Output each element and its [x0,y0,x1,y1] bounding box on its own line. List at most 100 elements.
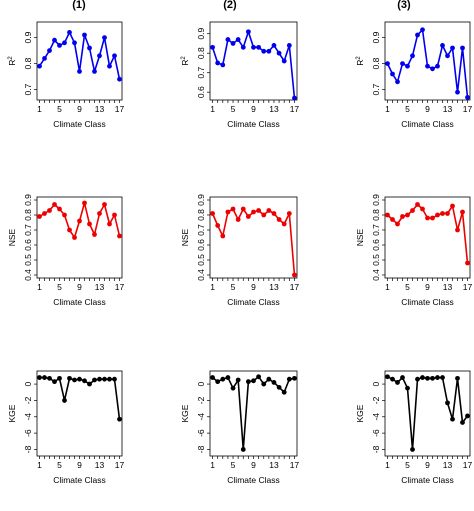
chart-kge-3-xlabel: Climate Class [401,475,453,485]
chart-kge-3-xtick-label: 1 [385,460,390,470]
column-title-1: (1) [72,0,86,11]
chart-kge-3-xtick-label: 13 [443,460,453,470]
chart-kge-3-point [405,385,410,391]
chart-kge-3-point [395,380,400,385]
chart-r2-1-xtick-label: 1 [37,104,42,114]
chart-kge-2-point [240,447,246,452]
chart-kge-3-ytick-label: -6 [371,429,381,437]
chart-kge-1-point [92,377,97,383]
chart-r2-3-xtick-label: 13 [443,104,453,114]
chart-nse-2-point [271,211,277,216]
chart-r2-2-ylabel: R2 [180,56,190,66]
chart-r2-2-point [225,37,231,42]
chart-kge-2-point [276,384,282,390]
chart-nse-1-point [112,212,117,218]
chart-r2-3-point [445,53,450,59]
chart-nse-2-point [215,223,221,228]
chart-nse-1-point [37,214,42,219]
chart-nse-1-ytick-label: 0.5 [23,254,33,266]
chart-r2-1: 1 5 9 13 17 0.7 0.8 0.9 Climate Class R2 [7,21,124,129]
chart-r2-2-point [230,41,236,46]
chart-nse-2-xlabel: Climate Class [227,297,279,307]
chart-nse-1-point [42,211,47,216]
chart-nse-2-point [261,212,267,218]
chart-nse-1-ytick-label: 0.6 [23,239,33,251]
chart-nse-2-point [245,214,251,219]
chart-kge-1-ytick-label: -2 [23,396,33,404]
chart-kge-2-point [261,381,267,387]
chart-nse-3-ytick-label: 0.9 [371,194,381,206]
chart-r2-3-point [440,43,445,48]
chart-kge-1-point [62,398,67,403]
chart-kge-3-ytick-label: -8 [371,445,381,453]
chart-kge-2-point [251,378,256,384]
chart-r2-1-point [57,43,62,48]
chart-r2-1-point [82,32,87,38]
chart-nse-3-xlabel: Climate Class [401,297,453,307]
chart-nse-2-ytick-label: 0.6 [196,239,206,251]
chart-kge-3-ylabel: KGE [355,404,365,422]
chart-r2-2-xtick-label: 17 [290,104,300,114]
chart-kge-1-ytick-label: -8 [23,445,33,453]
chart-nse-3-point [390,217,395,222]
chart-kge-2-ytick-label: -4 [196,413,206,421]
chart-nse-1-xtick-label: 17 [115,282,125,292]
chart-nse-2-xtick-label: 5 [231,282,236,292]
chart-nse-2-xtick-label: 17 [290,282,300,292]
chart-nse-1-point [67,227,72,233]
chart-r2-2-ytick-label: 0.8 [196,47,206,59]
chart-r2-1-point [117,76,122,82]
chart-kge-3-series-line [387,376,469,451]
chart-r2-1-point [52,37,57,43]
chart-kge-1-xtick-label: 9 [77,460,82,470]
chart-nse-3-ytick-label: 0.4 [371,269,381,281]
chart-r2-3-point [390,71,395,77]
chart-nse-1: 1 5 9 13 17 0.4 0.5 0.6 0.7 0.8 0.9 Climate Class NS… [7,194,124,307]
chart-kge-1-point [112,376,117,382]
chart-kge-1-point [82,378,87,384]
chart-r2-2-point [276,50,282,56]
chart-r2-1-xlabel: Climate Class [53,119,105,129]
chart-r2-2-xtick-label: 5 [231,104,236,114]
chart-kge-1-point [97,376,102,382]
chart-nse-1-point [52,202,57,207]
chart-nse-1-xtick-label: 9 [77,282,82,292]
chart-kge-1-point [42,375,47,380]
chart-r2-1-point [87,45,92,51]
chart-kge-2-xtick-label: 9 [251,460,256,470]
chart-nse-3-point [465,260,470,266]
chart-kge-2-point [281,389,287,395]
chart-kge-3-xtick-label: 9 [425,460,430,470]
chart-nse-1-xlabel: Climate Class [53,297,105,307]
chart-nse-3-point [460,209,465,215]
chart-kge-1-series-line [39,376,121,420]
chart-r2-1-xtick-label: 9 [77,104,82,114]
chart-nse-1-ytick-label: 0.8 [23,209,33,221]
chart-nse-1-ylabel: NSE [7,228,17,246]
chart-nse-1-ytick-label: 0.9 [23,194,33,206]
chart-kge-1-point [102,376,107,382]
chart-kge-3-point [440,375,445,380]
chart-r2-2-point [281,58,287,64]
chart-nse-2-ytick-label: 0.5 [196,254,206,266]
chart-r2-2-ytick-label: 0.7 [196,67,206,79]
chart-nse-3-point [430,215,435,221]
chart-r2-2-point [261,48,267,54]
chart-kge-3-point [435,375,440,380]
chart-nse-2-ytick-label: 0.4 [196,269,206,281]
chart-kge-3-point [425,375,430,381]
chart-kge-2: 1 5 9 13 17 -8 -6 -4 -2 0 Climate Class KGE [180,370,299,485]
chart-r2-3-point [400,61,405,66]
chart-r2-3-ylabel: R2 [355,56,365,66]
chart-r2-3-xtick-label: 5 [405,104,410,114]
chart-kge-2-xtick-label: 13 [269,460,279,470]
chart-r2-3-point [420,27,425,33]
chart-kge-3-point [410,447,415,452]
chart-kge-2-ytick-label: 0 [196,381,206,386]
chart-kge-3-point [430,375,435,381]
chart-nse-1-ytick-label: 0.7 [23,224,33,236]
chart-r2-3-ytick-label: 0.8 [371,57,381,69]
chart-nse-1-point [117,233,122,239]
chart-kge-1-xtick-label: 13 [95,460,105,470]
chart-nse-1-point [47,208,52,213]
